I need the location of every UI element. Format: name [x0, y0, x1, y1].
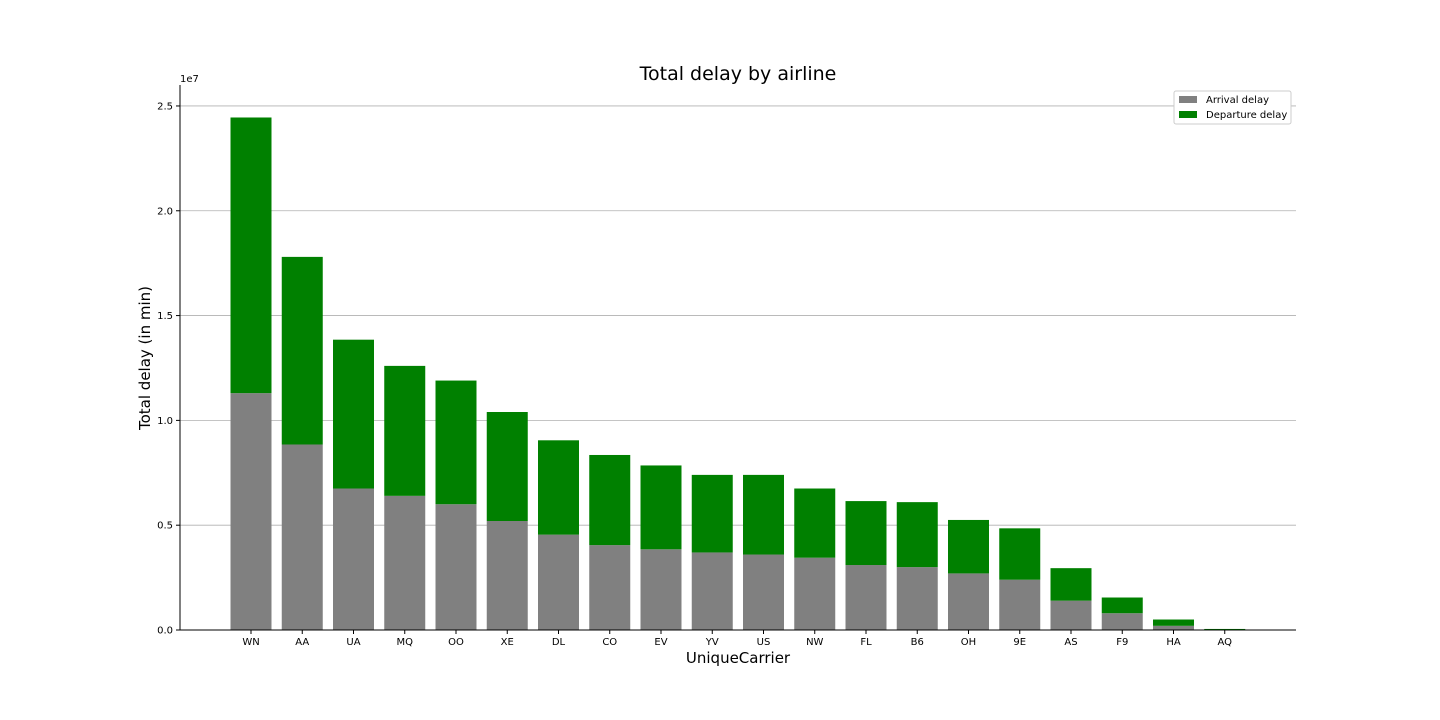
bar-arrival-CO — [589, 545, 631, 630]
legend-swatch-departure — [1179, 111, 1197, 118]
x-tick-label: CO — [602, 637, 617, 648]
bar-arrival-NW — [794, 557, 836, 630]
bar-arrival-UA — [333, 488, 374, 630]
x-tick-label: EV — [654, 637, 667, 648]
x-tick-label: WN — [242, 637, 259, 648]
legend-swatch-arrival — [1179, 96, 1197, 103]
bar-departure-AQ — [1204, 628, 1246, 630]
y-tick-label: 0.0 — [157, 626, 173, 637]
x-tick-label: UA — [346, 637, 360, 648]
x-tick-label: DL — [552, 637, 566, 648]
bar-departure-AS — [1050, 568, 1092, 601]
x-ticks: WN AA UA MQ OO XE DL CO EV YV US NW FL B6 OH 9E AS F9 HA AQ — [242, 630, 1232, 648]
bar-arrival-HA — [1153, 625, 1194, 630]
bar-arrival-WN — [230, 393, 272, 630]
x-tick-label: FL — [860, 637, 872, 648]
bar-departure-MQ — [384, 365, 426, 496]
bar-departure-DL — [538, 440, 579, 535]
bar-arrival-US — [743, 554, 784, 630]
legend-label-arrival: Arrival delay — [1206, 95, 1269, 106]
bar-departure-CO — [589, 454, 631, 546]
bar-arrival-MQ — [384, 495, 426, 630]
bar-departure-UA — [333, 339, 374, 489]
x-tick-label: OO — [448, 637, 464, 648]
bar-departure-AA — [281, 256, 323, 445]
x-tick-label: OH — [961, 637, 976, 648]
bar-departure-B6 — [896, 502, 938, 568]
bar-arrival-AS — [1050, 600, 1092, 630]
bar-departure-YV — [691, 474, 733, 553]
x-tick-label: AA — [295, 637, 309, 648]
x-tick-label: XE — [501, 637, 514, 648]
bar-arrival-YV — [691, 552, 733, 630]
bar-arrival-F9 — [1101, 613, 1143, 630]
bar-departure-NW — [794, 488, 836, 558]
bar-departure-9E — [999, 528, 1041, 580]
x-tick-label: AQ — [1217, 637, 1232, 648]
bar-departure-OO — [435, 380, 477, 505]
legend-frame — [1173, 90, 1292, 125]
bar-departure-US — [743, 474, 784, 555]
x-tick-label: NW — [806, 637, 823, 648]
legend-label-departure: Departure delay — [1206, 110, 1287, 121]
bar-arrival-XE — [486, 521, 528, 630]
x-tick-label: 9E — [1013, 637, 1026, 648]
bar-arrival-B6 — [896, 567, 938, 630]
y-tick-label: 1.5 — [157, 311, 173, 322]
bar-departure-OH — [948, 519, 989, 574]
y-ticks: 0.0 0.5 1.0 1.5 2.0 2.5 — [157, 101, 180, 637]
bar-departure-HA — [1153, 619, 1194, 626]
x-tick-label: F9 — [1116, 637, 1128, 648]
bar-arrival-AA — [281, 444, 323, 630]
bar-arrival-FL — [845, 565, 887, 630]
y-tick-label: 2.5 — [157, 101, 173, 112]
x-tick-label: MQ — [397, 637, 414, 648]
bar-arrival-9E — [999, 579, 1041, 630]
bar-arrival-DL — [538, 534, 579, 630]
x-tick-label: HA — [1166, 637, 1181, 648]
y-tick-label: 1.0 — [157, 416, 173, 427]
bars — [230, 117, 1246, 630]
x-tick-label: AS — [1064, 637, 1077, 648]
bar-arrival-EV — [640, 549, 682, 630]
x-axis-label: UniqueCarrier — [686, 649, 791, 667]
y-axis-label: Total delay (in min) — [136, 286, 154, 431]
bar-departure-F9 — [1101, 597, 1143, 614]
x-tick-label: YV — [705, 637, 719, 648]
bar-departure-XE — [486, 412, 528, 521]
bar-departure-EV — [640, 465, 682, 550]
bar-arrival-OO — [435, 504, 477, 630]
y-tick-label: 2.0 — [157, 206, 173, 217]
bar-departure-WN — [230, 117, 272, 394]
bar-arrival-OH — [948, 573, 989, 630]
x-tick-label: US — [757, 637, 771, 648]
axes — [179, 85, 1296, 631]
y-tick-label: 0.5 — [157, 521, 173, 532]
bar-departure-FL — [845, 501, 887, 566]
y-offset-label: 1e7 — [180, 74, 199, 85]
chart-title: Total delay by airline — [639, 63, 837, 85]
x-tick-label: B6 — [911, 637, 924, 648]
legend: Arrival delay Departure delay — [1173, 90, 1292, 125]
